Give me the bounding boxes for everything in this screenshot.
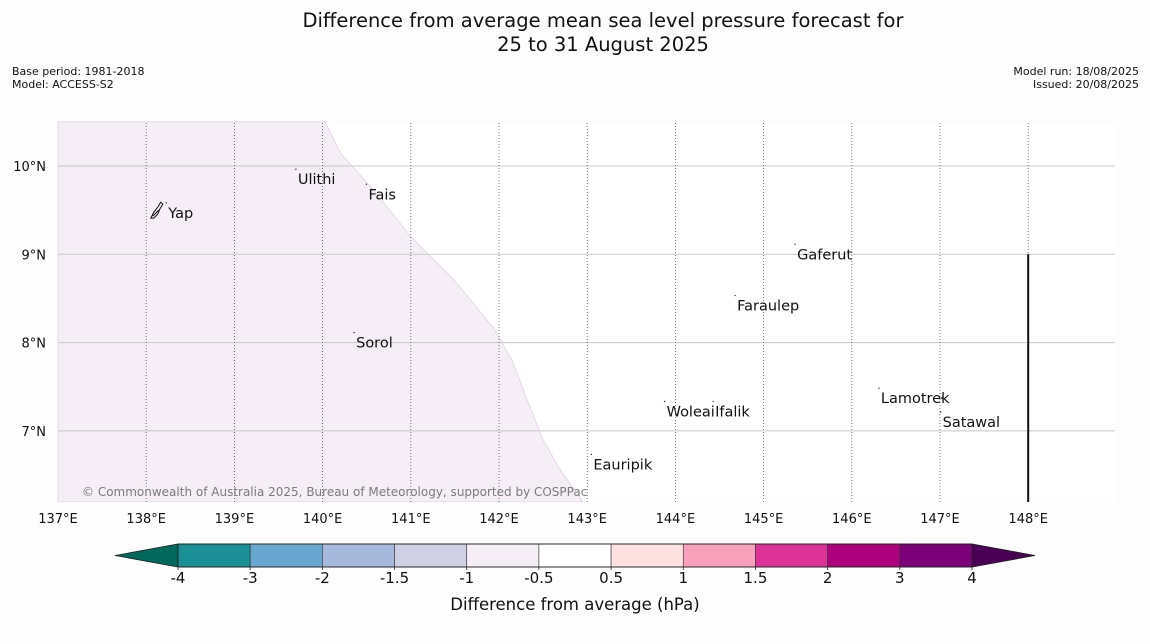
lon-label: 145°E [744, 512, 784, 527]
model-text: Model: ACCESS-S2 [12, 78, 114, 91]
lat-label: 7°N [22, 425, 47, 440]
colorbar-bin [610, 543, 684, 568]
place-label: Gaferut [797, 247, 852, 263]
place-label: Sorol [356, 336, 393, 352]
meta-left: Base period: 1981-2018 Model: ACCESS-S2 [12, 65, 144, 91]
lat-label: 8°N [22, 337, 47, 352]
lon-label: 139°E [215, 512, 255, 527]
colorbar-tick-label: -1.5 [380, 569, 409, 587]
copyright-text: © Commonwealth of Australia 2025, Bureau… [82, 485, 587, 499]
place-label: Woleai [667, 404, 715, 420]
island-marker [590, 453, 593, 456]
lon-label: 144°E [656, 512, 696, 527]
lon-label: 140°E [303, 512, 343, 527]
lon-label: 138°E [126, 512, 166, 527]
meta-right: Model run: 18/08/2025 Issued: 20/08/2025 [1013, 65, 1139, 91]
island-marker [165, 202, 167, 204]
island-marker [734, 294, 736, 297]
island-marker [295, 168, 297, 170]
colorbar-bin [466, 543, 540, 568]
lon-label: 147°E [920, 512, 960, 527]
colorbar-tick-label: -2 [315, 569, 330, 587]
island-marker [365, 183, 368, 185]
place-label: Yap [167, 206, 193, 222]
colorbar-bin [249, 543, 323, 568]
lat-label: 10°N [13, 160, 46, 175]
colorbar: -4 -3 -2 -1.5 -1 -0.5 0.5 1 1.5 2 3 4 Difference fro… [114, 543, 1036, 614]
colorbar-tick-label: 1.5 [744, 569, 768, 587]
colorbar-bin [322, 543, 395, 568]
place-label: Lamotrek [881, 391, 950, 407]
place-label: Ifalik [715, 404, 750, 420]
colorbar-low-extend [114, 543, 179, 568]
map-title: Difference from average mean sea level p… [0, 9, 1150, 57]
colorbar-tick-label: 3 [895, 569, 905, 587]
colorbar-title: Difference from average (hPa) [450, 595, 699, 614]
base-period-text: Base period: 1981-2018 [12, 65, 145, 78]
issued-text: Issued: 20/08/2025 [1032, 78, 1139, 91]
island-marker [939, 411, 942, 413]
colorbar-bin [394, 543, 468, 568]
lat-label: 9°N [22, 248, 47, 263]
place-label: Fais [368, 187, 395, 203]
title-line-2: 25 to 31 August 2025 [497, 33, 709, 56]
yap-island-outline [149, 201, 164, 219]
colorbar-bin [682, 543, 756, 568]
colorbar-tick-label: 2 [823, 569, 833, 587]
anomaly-region [57, 121, 584, 502]
colorbar-high-extend [971, 543, 1036, 568]
colorbar-tick-label: -4 [171, 569, 186, 587]
colorbar-bin [827, 543, 901, 568]
colorbar-bin [755, 543, 828, 568]
map-layer: 10°N 9°N 8°N 7°N 137°E 138°E 139°E 140°E 141°E 14… [13, 121, 1115, 527]
lon-label: 143°E [567, 512, 607, 527]
colorbar-bin [177, 543, 251, 568]
island-marker [712, 400, 714, 403]
title-line-1: Difference from average mean sea level p… [302, 9, 904, 32]
place-label: Satawal [943, 415, 1000, 431]
island-marker [794, 243, 796, 245]
colorbar-frame [177, 543, 973, 568]
place-label: Eauripik [593, 457, 652, 473]
colorbar-bin [899, 543, 973, 568]
island-marker [878, 387, 880, 389]
colorbar-tick-label: 0.5 [599, 569, 623, 587]
lon-label: 137°E [38, 512, 78, 527]
colorbar-bin [538, 543, 612, 568]
lon-label: 148°E [1008, 512, 1048, 527]
model-run-text: Model run: 18/08/2025 [1013, 65, 1139, 78]
place-label: Ulithi [298, 172, 336, 188]
colorbar-tick-label: -1 [459, 569, 474, 587]
lon-label: 141°E [391, 512, 431, 527]
lon-label: 142°E [479, 512, 519, 527]
lon-label: 146°E [832, 512, 872, 527]
colorbar-tick-label: -0.5 [524, 569, 553, 587]
colorbar-tick-label: 1 [678, 569, 688, 587]
place-label: Faraulep [737, 299, 799, 315]
island-marker [353, 331, 355, 334]
island-marker [941, 397, 943, 399]
island-marker [663, 400, 666, 403]
colorbar-tick-label: -3 [243, 569, 258, 587]
colorbar-tick-label: 4 [967, 569, 977, 587]
